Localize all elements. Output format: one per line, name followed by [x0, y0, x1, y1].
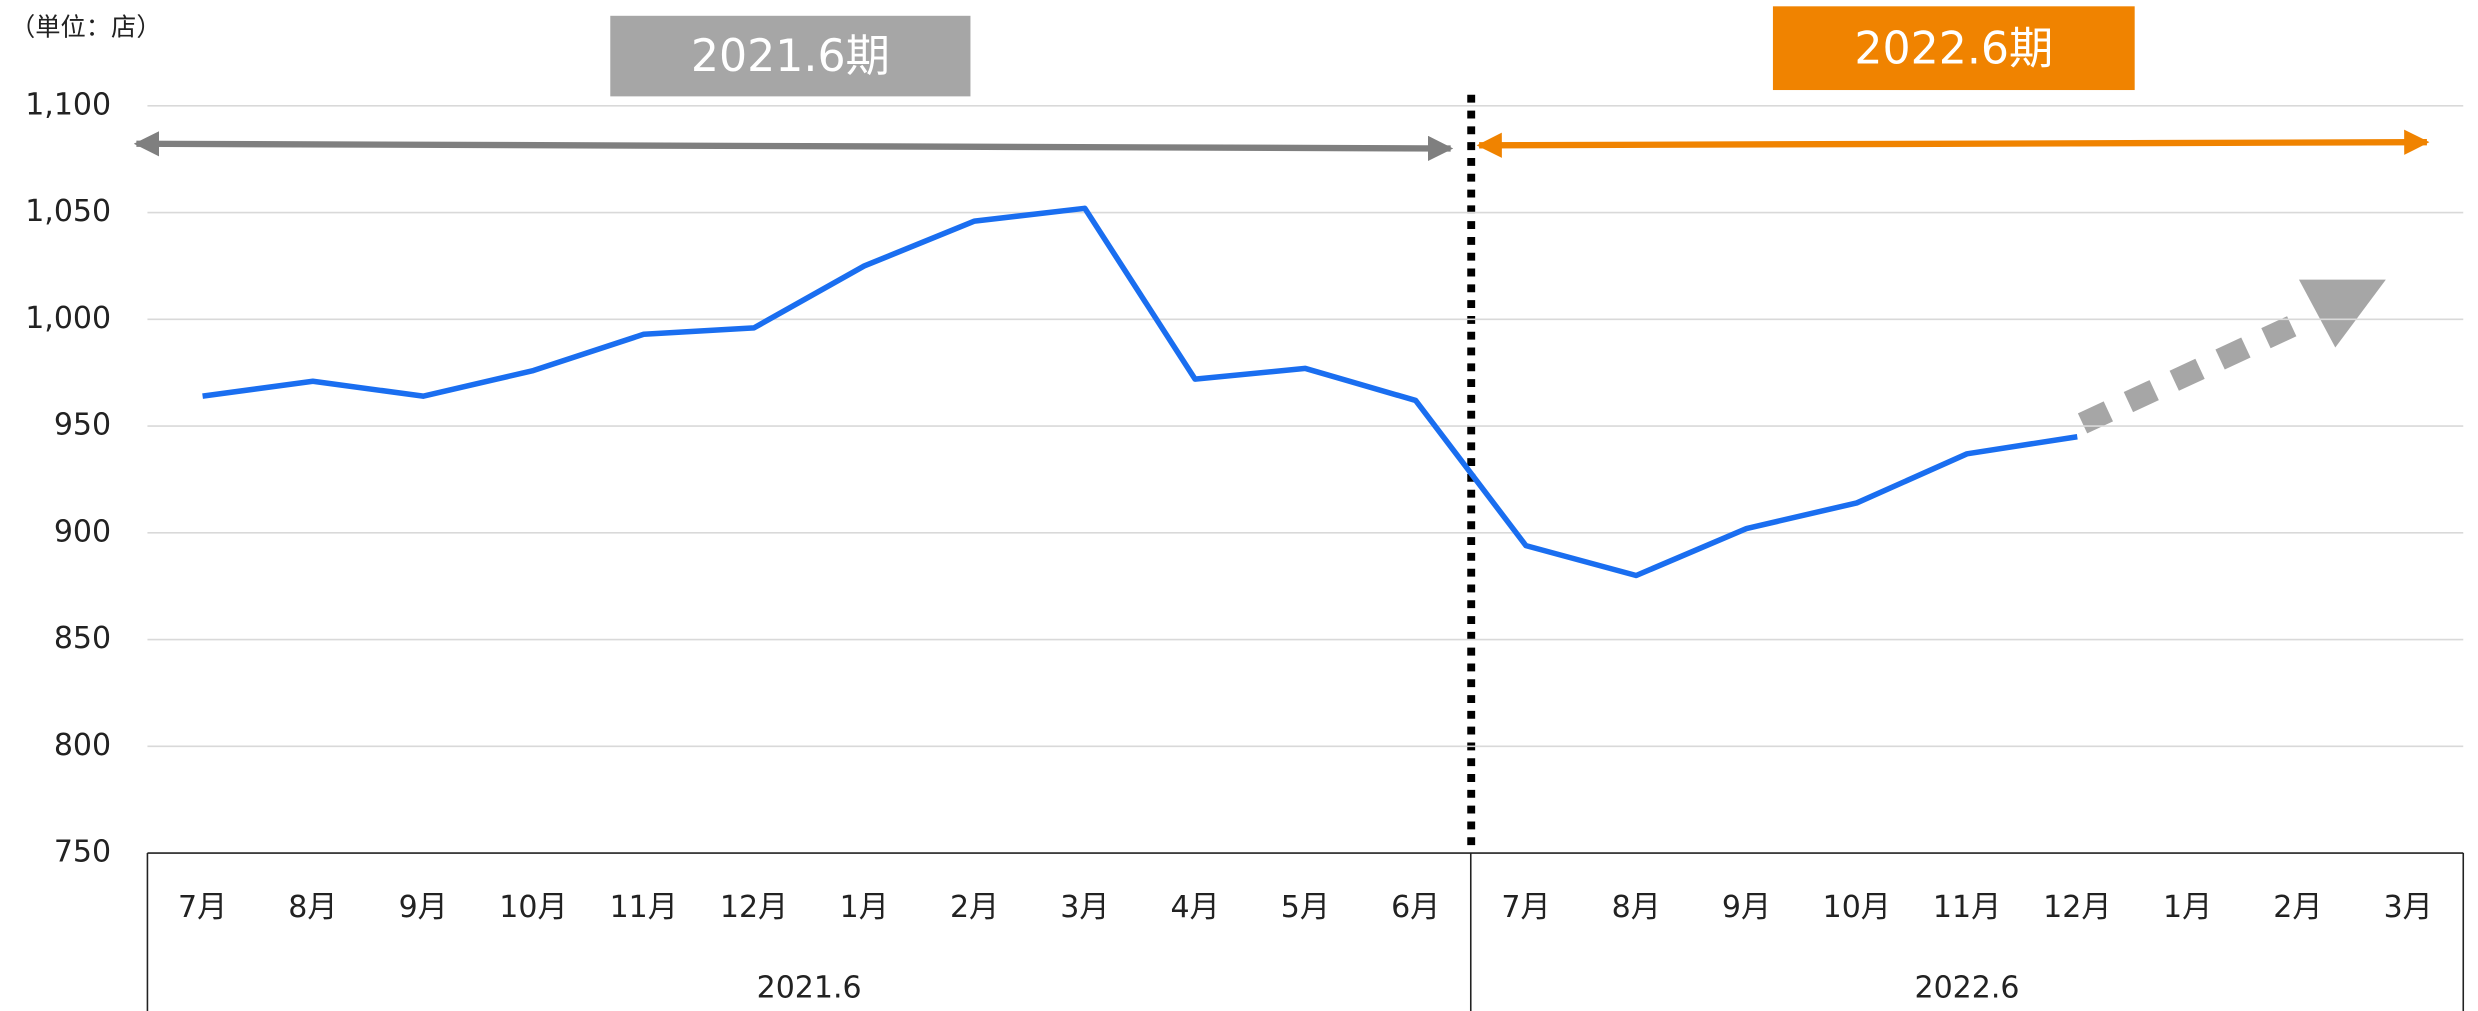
x-tick-label: 1月: [840, 890, 889, 925]
x-tick-label: 8月: [288, 890, 337, 925]
x-tick-label: 4月: [1171, 890, 1220, 925]
x-tick-label: 11月: [1933, 890, 2001, 925]
y-tick-label: 1,050: [25, 194, 111, 229]
x-tick-label: 1月: [2163, 890, 2212, 925]
period-arrow: [1476, 129, 2430, 158]
x-tick-label: 8月: [1612, 890, 1661, 925]
x-tick-label: 2月: [2273, 890, 2322, 925]
period-label: 2022.6期: [1854, 23, 2053, 74]
y-tick-label: 950: [54, 408, 111, 443]
x-tick-label: 9月: [399, 890, 448, 925]
data-line: [202, 205, 2078, 579]
y-tick-label: 1,000: [25, 301, 111, 336]
y-tick-label: 850: [54, 621, 111, 656]
period-box: [610, 15, 971, 97]
y-tick-label: 800: [54, 728, 111, 763]
x-tick-label: 9月: [1722, 890, 1771, 925]
trend-arrow-head: [2298, 279, 2386, 348]
period-box: [1772, 6, 2135, 91]
x-tick-label: 2月: [950, 890, 999, 925]
trend-arrow: [2077, 310, 2309, 434]
x-tick-label: 10月: [1823, 890, 1891, 925]
group-label: 2022.6: [1915, 970, 2020, 1005]
group-label: 2021.6: [757, 970, 862, 1005]
x-tick-label: 5月: [1281, 890, 1330, 925]
y-tick-label: 1,100: [25, 87, 111, 122]
x-tick-label: 3月: [1060, 890, 1109, 925]
x-tick-label: 12月: [2043, 890, 2111, 925]
x-tick-label: 11月: [610, 890, 678, 925]
x-tick-label: 10月: [499, 890, 567, 925]
x-tick-label: 12月: [720, 890, 788, 925]
period-arrow: [133, 131, 1454, 162]
x-tick-label: 7月: [178, 890, 227, 925]
y-tick-label: 750: [54, 835, 111, 870]
x-tick-label: 7月: [1501, 890, 1550, 925]
x-tick-label: 3月: [2384, 890, 2433, 925]
y-tick-label: 900: [54, 514, 111, 549]
unit-label: （単位：店）: [10, 12, 162, 41]
x-tick-label: 6月: [1391, 890, 1440, 925]
period-label: 2021.6期: [691, 31, 890, 82]
